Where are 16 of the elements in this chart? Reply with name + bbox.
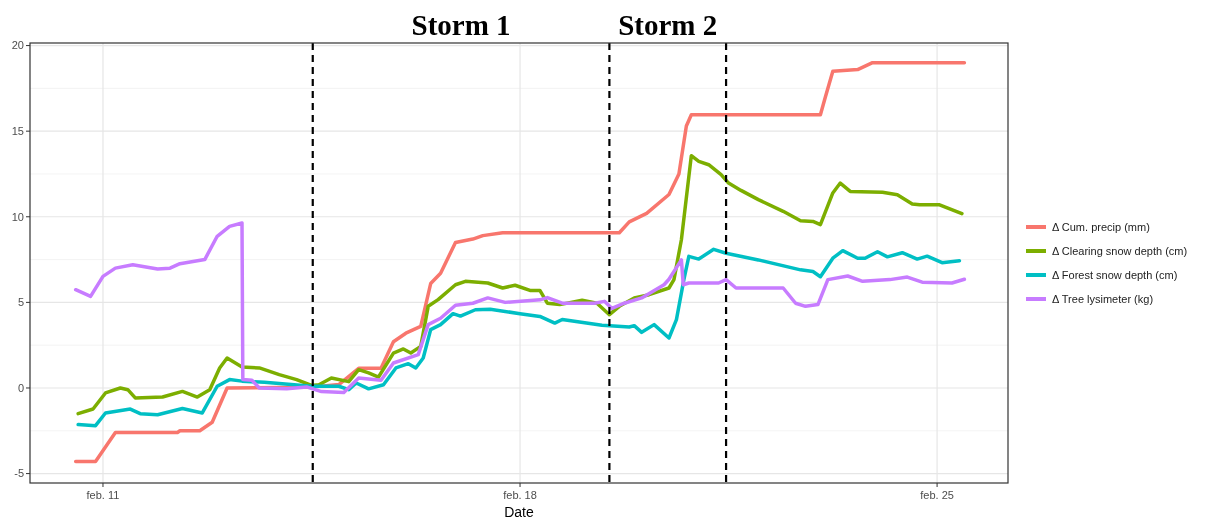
legend-label: Δ Clearing snow depth (cm) xyxy=(1052,244,1188,257)
text: Storm 2 xyxy=(618,9,718,41)
x-tick-label: feb. 11 xyxy=(86,489,120,501)
y-tick-label: 5 xyxy=(17,296,24,309)
y-tick-label: 20 xyxy=(11,39,24,52)
y-tick-label: 0 xyxy=(17,381,24,394)
y-tick-label: 15 xyxy=(11,125,24,138)
text: Storm 1 xyxy=(411,9,511,41)
y-tick-label: 10 xyxy=(11,210,24,223)
legend-label: Δ Cum. precip (mm) xyxy=(1052,220,1150,233)
x-tick-label: feb. 18 xyxy=(503,489,537,501)
x-axis-title: Date xyxy=(504,504,534,520)
x-tick-label: feb. 25 xyxy=(920,489,954,501)
y-tick-label: -5 xyxy=(14,467,24,480)
legend-label: Δ Forest snow depth (cm) xyxy=(1052,268,1178,281)
legend-label: Δ Tree lysimeter (kg) xyxy=(1052,292,1154,305)
